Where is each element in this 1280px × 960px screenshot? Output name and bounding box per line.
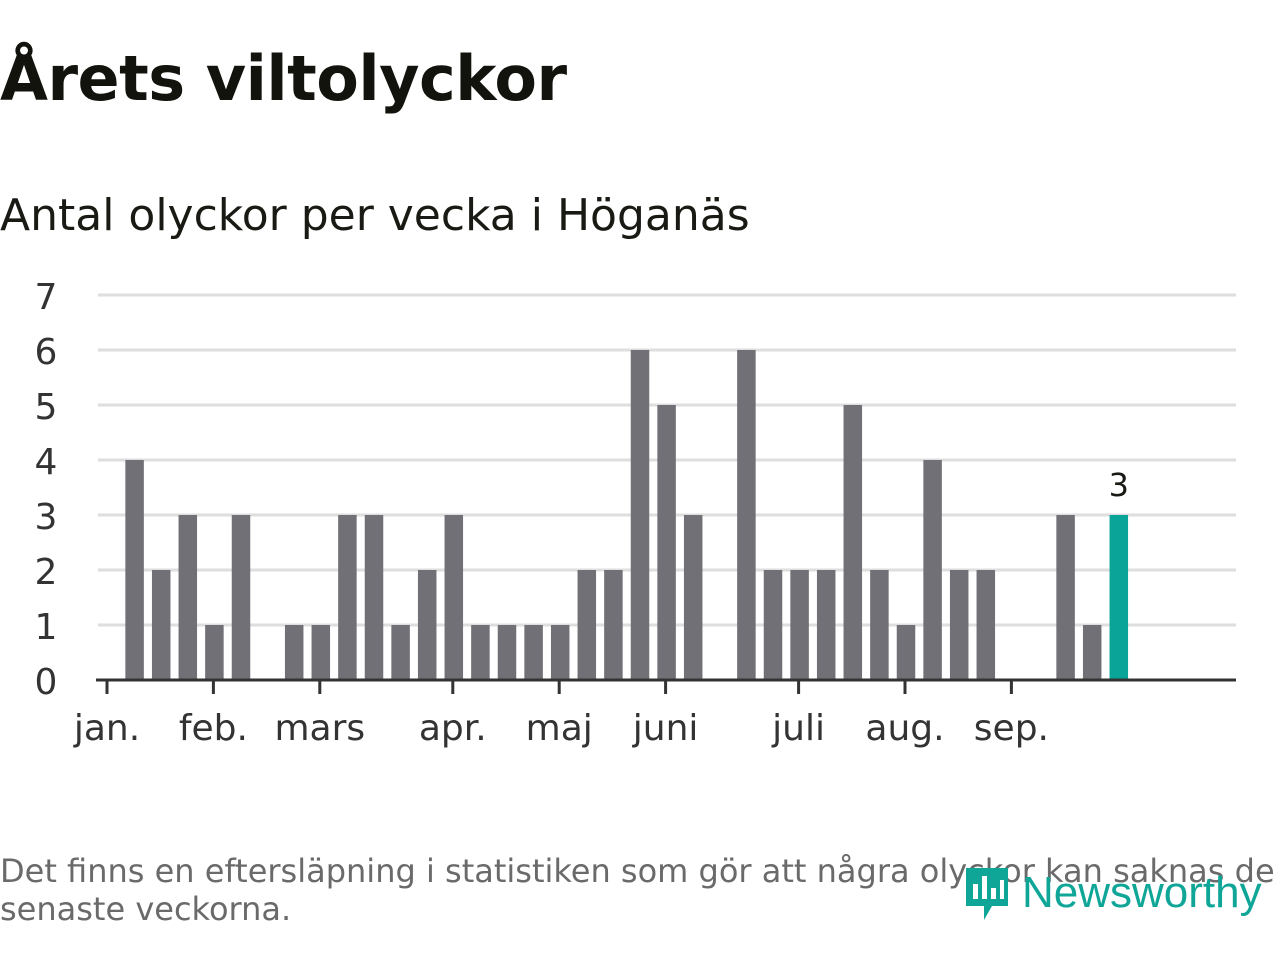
y-tick-label-2: 2 (35, 552, 58, 593)
bar-week-5 (205, 625, 224, 680)
bar-week-3 (151, 570, 171, 680)
y-tick-label-0: 0 (35, 662, 58, 703)
bar-week-14 (444, 515, 464, 680)
y-tick-label-7: 7 (35, 277, 58, 318)
bars: 3 (125, 350, 1129, 680)
x-tick-label-jan: jan. (73, 708, 140, 749)
bar-week-31 (896, 625, 916, 680)
y-tick-label-1: 1 (35, 607, 58, 648)
bar-week-21 (630, 350, 650, 680)
bar-week-20 (604, 570, 623, 680)
chart-subtitle: Antal olyckor per vecka i Höganäs (0, 190, 750, 241)
bar-week-4 (178, 515, 198, 680)
bar-week-11 (364, 515, 384, 680)
bar-week-22 (657, 405, 676, 680)
bar-week-30 (870, 570, 889, 680)
bar-week-37 (1056, 515, 1075, 680)
x-tick-label-mars: mars (274, 708, 365, 749)
x-tick-label-maj: maj (526, 708, 593, 749)
x-tick-label-sep: sep. (974, 708, 1049, 749)
bar-week-27 (790, 570, 809, 680)
brand-logo[interactable]: Newsworthy (962, 858, 1262, 928)
y-tick-label-5: 5 (35, 387, 58, 428)
bar-week-10 (338, 515, 357, 680)
bar-week-13 (417, 570, 437, 680)
bar-highlight (1109, 515, 1129, 680)
brand-name: Newsworthy (1022, 868, 1262, 917)
bar-week-2 (125, 460, 144, 680)
bar-week-12 (391, 625, 410, 680)
x-tick-label-aug: aug. (865, 708, 944, 749)
x-tick-label-juni: juni (632, 708, 699, 749)
bar-week-28 (816, 570, 836, 680)
y-axis-labels: 0 1 2 3 4 5 6 7 (35, 277, 58, 703)
footnote: Det finns en eftersläpning i statistiken… (0, 852, 1275, 928)
x-tick-label-apr: apr. (419, 708, 487, 749)
newsworthy-bar-chart-logo-icon (966, 868, 1008, 920)
bar-week-17 (524, 625, 543, 680)
bar-week-25 (737, 350, 756, 680)
bar-week-23 (683, 515, 703, 680)
bar-week-9 (311, 625, 331, 680)
bar-week-34 (976, 570, 996, 680)
bar-chart: 0 1 2 3 4 5 6 7 3 jan. feb. mars apr. maj juni juli au… (35, 277, 1236, 749)
bar-week-33 (949, 570, 969, 680)
bar-data-label: 3 (1109, 466, 1129, 504)
y-tick-label-4: 4 (35, 442, 58, 483)
bar-week-18 (550, 625, 570, 680)
x-tick-label-juli: juli (771, 708, 825, 749)
bar-week-29 (843, 405, 863, 680)
bar-week-6 (231, 515, 251, 680)
bar-week-26 (763, 570, 783, 680)
y-tick-label-3: 3 (35, 497, 58, 538)
bar-week-19 (577, 570, 597, 680)
y-tick-label-6: 6 (35, 332, 58, 373)
bar-week-38 (1082, 625, 1102, 680)
x-tick-label-feb: feb. (179, 708, 248, 749)
x-axis (96, 678, 1236, 694)
bar-week-8 (284, 625, 304, 680)
bar-week-32 (923, 460, 942, 680)
x-axis-labels: jan. feb. mars apr. maj juni juli aug. sep. (73, 708, 1049, 749)
bar-week-15 (471, 625, 490, 680)
chart-title: Årets viltolyckor (0, 42, 567, 115)
bar-week-16 (497, 625, 517, 680)
